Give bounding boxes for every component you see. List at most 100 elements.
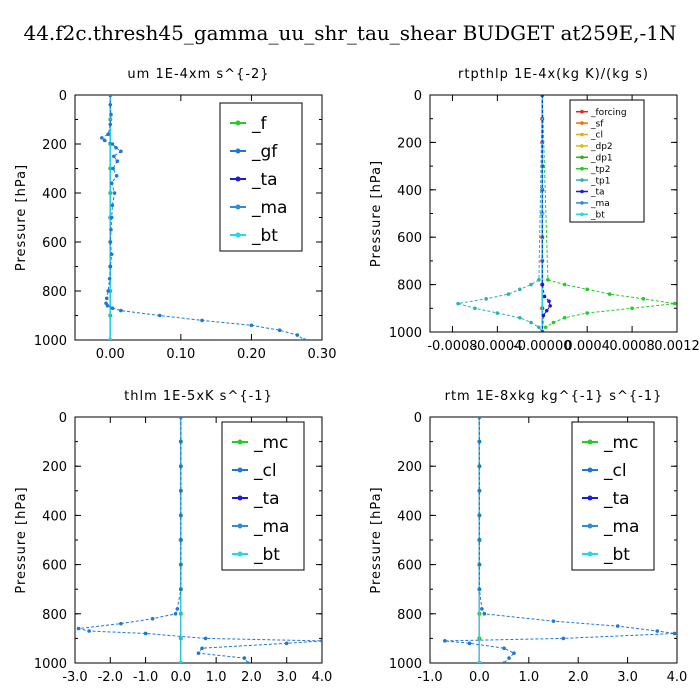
legend-label: _cl — [253, 461, 277, 481]
y-tick-label: 400 — [42, 187, 67, 202]
legend-marker — [235, 204, 241, 210]
series-point-gf — [302, 338, 307, 340]
series-point-cl — [477, 489, 482, 493]
series-point-gf — [111, 166, 115, 171]
series-point-tp1 — [495, 311, 500, 315]
series-point-bt — [108, 338, 113, 340]
y-axis-label: Pressure [hPa] — [14, 164, 29, 271]
legend-label: _ta — [590, 188, 605, 198]
y-tick-label: 200 — [397, 136, 422, 151]
legend-label: _mc — [603, 433, 638, 453]
legend-label: _ma — [251, 198, 287, 218]
series-point-cl — [76, 626, 81, 631]
legend-marker — [587, 467, 593, 473]
legend-marker — [237, 495, 243, 501]
legend-marker — [580, 121, 584, 125]
series-point-ta — [548, 304, 552, 308]
y-tick-label: 0 — [414, 89, 422, 104]
series-point-cl — [242, 656, 247, 660]
panel-2: rtpthlp 1E-4x(kg K)/(kg s) Pressure [hPa]… — [369, 67, 700, 354]
legend-label: _bt — [251, 226, 278, 246]
x-tick-label: 0.0012 — [654, 339, 700, 354]
x-tick-label: 3.0 — [276, 670, 297, 685]
legend-marker — [580, 189, 584, 194]
series-point-cl — [477, 417, 482, 419]
series-point-cl — [672, 631, 677, 636]
series-point-ta — [542, 294, 547, 299]
legend-marker — [580, 166, 584, 171]
x-tick-label: -0.0004 — [472, 339, 522, 354]
series-point-cl — [173, 612, 178, 616]
series-point-gf — [112, 154, 116, 159]
legend-label: _ta — [253, 489, 280, 509]
series-point-gf — [108, 122, 113, 127]
legend-label: _forcing — [590, 108, 627, 118]
legend-marker — [580, 178, 584, 182]
series-point-gf — [295, 333, 300, 337]
x-tick-label: 0.0004 — [564, 339, 610, 354]
legend-marker — [580, 132, 584, 137]
series-point-cl — [87, 629, 91, 633]
legend-label: _cl — [603, 461, 627, 481]
x-tick-label: 2.0 — [241, 670, 262, 685]
series-point-ta — [547, 299, 551, 303]
series-point-gf — [115, 159, 120, 163]
series-point-cl — [477, 464, 482, 469]
series-point-cl — [179, 417, 183, 419]
y-tick-label: 1000 — [389, 326, 422, 341]
legend-label: _ta — [251, 170, 278, 190]
x-tick-label: -1.0 — [133, 670, 158, 685]
series-point-cl — [512, 651, 516, 655]
series-point-tp2 — [672, 301, 677, 306]
series-point-cl — [443, 639, 447, 643]
series-point-gf — [109, 215, 114, 220]
y-tick-label: 1000 — [34, 657, 67, 672]
series-point-cl — [467, 641, 472, 646]
x-tick-label: 0.20 — [237, 347, 266, 362]
series-point-gf — [249, 323, 254, 328]
x-tick-label: -2.0 — [98, 670, 123, 685]
series-point-gf — [109, 227, 113, 232]
legend-marker — [580, 155, 584, 160]
series-point-cl — [200, 646, 204, 651]
x-tick-label: 0.0 — [171, 670, 192, 685]
series-point-cl — [477, 439, 482, 444]
series-point-gf — [200, 318, 204, 323]
panel-4: rtm 1E-8xkg kg^{-1} s^{-1} Pressure [hPa]… — [369, 389, 687, 685]
legend-label: _bt — [603, 545, 630, 565]
series-point-gf — [102, 138, 107, 143]
y-tick-label: 600 — [397, 559, 422, 574]
x-tick-label: 4.0 — [312, 670, 333, 685]
x-tick-label: -3.0 — [62, 670, 87, 685]
series-point-gf — [108, 95, 113, 97]
series-point-cl — [480, 607, 484, 611]
legend-label: _ma — [590, 199, 610, 209]
series-point-tp1 — [473, 306, 477, 311]
y-tick-label: 200 — [397, 460, 422, 475]
y-tick-label: 600 — [42, 236, 67, 251]
series-point-gf — [108, 264, 113, 269]
x-tick-label: 1.0 — [518, 670, 539, 685]
legend-label: _f — [251, 114, 268, 134]
series-point-tp1 — [529, 282, 533, 287]
legend-label: _dp2 — [590, 142, 613, 152]
series-point-cl — [150, 616, 155, 621]
y-tick-label: 800 — [397, 608, 422, 623]
series-point-cl — [551, 619, 556, 623]
series-point-gf — [277, 328, 282, 333]
series-line-ta — [541, 95, 551, 332]
panel-title: um 1E-4xm s^{-2} — [127, 67, 269, 82]
series-point-cl — [203, 636, 208, 641]
y-tick-label: 0 — [414, 411, 422, 426]
series-point-cl — [502, 646, 506, 651]
x-tick-label: 0.10 — [166, 347, 195, 362]
series-point-cl — [179, 489, 183, 493]
panel-3: thlm 1E-5xK s^{-1} Pressure [hPa] 0 200 400 6… — [14, 389, 332, 685]
legend-marker — [235, 176, 241, 182]
series-point-ta — [540, 95, 545, 97]
y-tick-label: 600 — [42, 559, 67, 574]
series-group — [456, 95, 677, 332]
series-point-cl — [179, 439, 183, 444]
series-point-gf — [109, 181, 114, 185]
series-point-tp2 — [607, 292, 612, 296]
